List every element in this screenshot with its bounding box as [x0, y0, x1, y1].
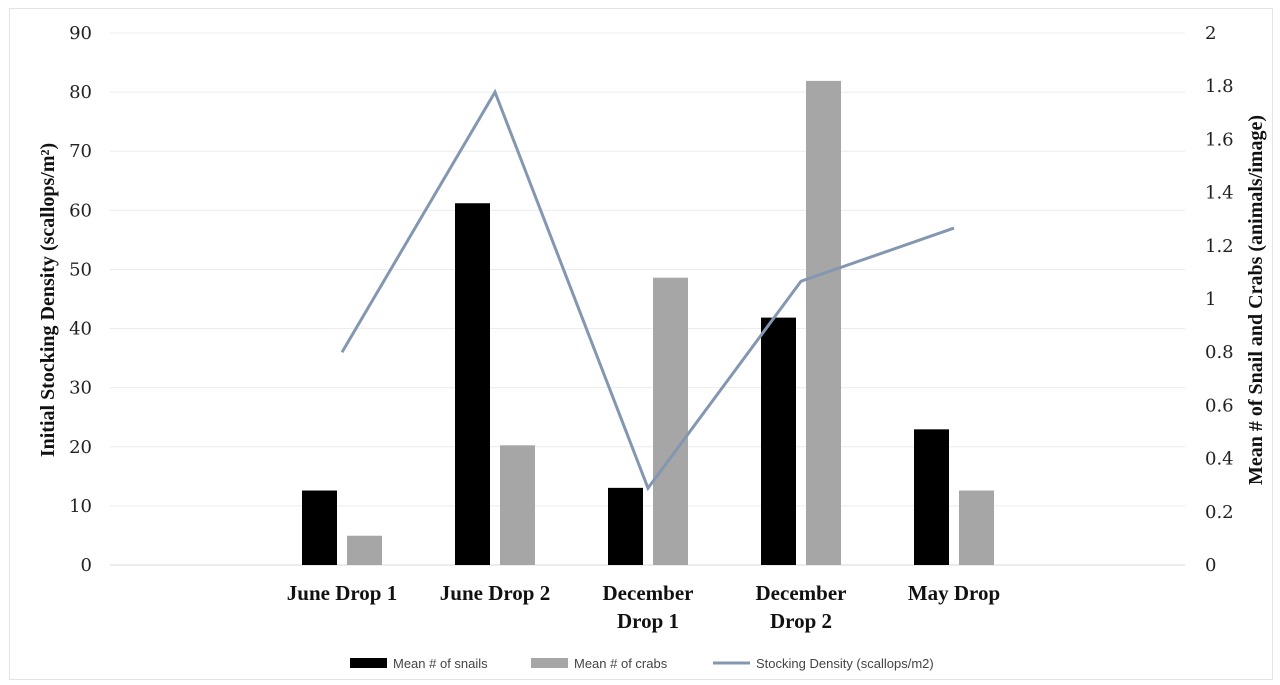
legend: Mean # of snails Mean # of crabs Stocking …	[350, 656, 934, 671]
right-tick-label: 0	[1205, 555, 1216, 576]
right-tick-label: 2	[1205, 23, 1216, 44]
category-label: December Drop 1	[603, 581, 694, 633]
left-tick-label: 70	[69, 141, 92, 162]
crab-bar	[806, 80, 841, 565]
left-tick-label: 20	[69, 437, 92, 458]
right-tick-label: 1	[1205, 289, 1216, 310]
category-labels: June Drop 1 June Drop 2 December Drop 1 Dece…	[287, 581, 1000, 633]
right-axis-ticks: 0 0.2 0.4 0.6 0.8 1 1.2 1.4 1.6 1.8 2	[1205, 23, 1234, 576]
legend-label: Mean # of snails	[393, 656, 488, 671]
crab-bar	[653, 277, 688, 565]
crab-bar	[500, 445, 535, 565]
snail-bar	[914, 429, 949, 565]
legend-swatch	[531, 658, 568, 668]
left-tick-label: 40	[69, 319, 92, 340]
snail-bar	[455, 203, 490, 566]
right-tick-label: 1.6	[1205, 129, 1234, 150]
left-axis-ticks: 0 10 20 30 40 50 60 70 80 90	[69, 23, 92, 576]
right-tick-label: 0.4	[1205, 449, 1234, 470]
left-tick-label: 10	[69, 496, 92, 517]
right-axis-title: Mean # of Snail and Crabs (animals/image…	[1245, 115, 1267, 485]
chart-frame	[9, 8, 1273, 680]
legend-label: Mean # of crabs	[574, 656, 668, 671]
snail-bar	[761, 317, 796, 565]
category-label: June Drop 1	[287, 581, 397, 605]
left-axis-title: Initial Stocking Density (scallops/m²)	[37, 143, 59, 457]
stocking-density-line	[340, 88, 955, 492]
crab-bar	[347, 535, 382, 565]
legend-swatch	[350, 658, 387, 668]
right-tick-label: 1.2	[1205, 236, 1234, 257]
left-tick-label: 0	[81, 555, 92, 576]
right-tick-label: 0.8	[1205, 342, 1234, 363]
right-tick-label: 0.2	[1205, 502, 1234, 523]
category-label: May Drop	[908, 581, 1000, 605]
bars-layer	[302, 80, 994, 566]
left-tick-label: 30	[69, 378, 92, 399]
left-tick-label: 90	[69, 23, 92, 44]
gridlines	[110, 32, 1185, 566]
right-tick-label: 1.4	[1205, 183, 1234, 204]
left-tick-label: 80	[69, 82, 92, 103]
left-tick-label: 60	[69, 200, 92, 221]
right-tick-label: 1.8	[1205, 76, 1234, 97]
category-label: June Drop 2	[440, 581, 550, 605]
snail-bar	[608, 487, 643, 565]
legend-label: Stocking Density (scallops/m2)	[756, 656, 934, 671]
category-label: December Drop 2	[756, 581, 847, 633]
crab-bar	[959, 490, 994, 565]
right-tick-label: 0.6	[1205, 395, 1234, 416]
snail-bar	[302, 490, 337, 565]
left-tick-label: 50	[69, 259, 92, 280]
line-layer	[340, 88, 955, 492]
